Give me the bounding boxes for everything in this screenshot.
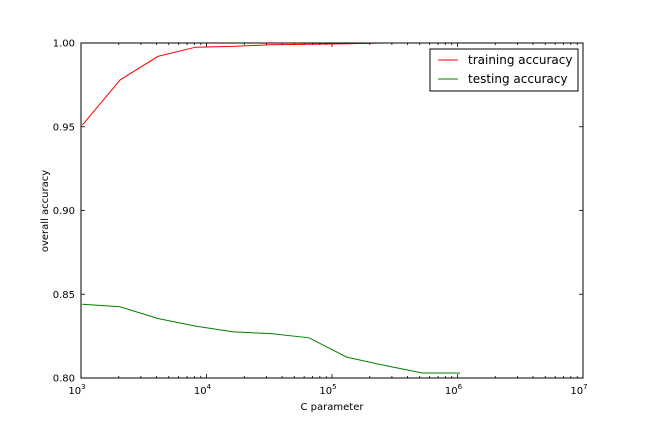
x-tick-label-exponent: 7 xyxy=(583,383,587,391)
legend-label: training accuracy xyxy=(468,53,572,67)
y-tick-label: 0.80 xyxy=(53,374,75,385)
y-axis-label: overall accuracy xyxy=(40,170,51,252)
y-tick-label: 0.90 xyxy=(53,206,75,217)
x-tick-label-exponent: 6 xyxy=(458,383,463,391)
y-tick-label: 0.95 xyxy=(53,122,75,133)
x-tick-label-base: 10 xyxy=(319,386,332,397)
plot-frame xyxy=(80,42,584,379)
x-tick-label: 106 xyxy=(445,383,463,397)
x-tick-label: 104 xyxy=(194,383,212,397)
x-tick-label-base: 10 xyxy=(68,386,81,397)
legend-label: testing accuracy xyxy=(468,72,568,86)
x-tick-label-base: 10 xyxy=(194,386,207,397)
x-tick-label-exponent: 4 xyxy=(207,383,212,391)
x-tick-label: 107 xyxy=(570,383,587,397)
y-tick-label: 1.00 xyxy=(53,39,75,50)
legend: training accuracy testing accuracy xyxy=(429,48,579,92)
x-tick-labels: 103 104 105 106 107 xyxy=(68,383,587,397)
x-axis-label: C parameter xyxy=(301,402,365,413)
x-tick-label-exponent: 3 xyxy=(81,383,85,391)
plot-area xyxy=(81,43,583,378)
y-tick-label: 0.85 xyxy=(53,290,75,301)
x-tick-label: 103 xyxy=(68,383,85,397)
legend-box xyxy=(429,48,579,92)
x-tick-label-base: 10 xyxy=(445,386,458,397)
y-tick-labels: 0.80 0.85 0.90 0.95 1.00 xyxy=(53,39,75,385)
x-tick-label-exponent: 5 xyxy=(332,383,336,391)
series-line-testing-accuracy xyxy=(82,303,461,374)
x-tick-label-base: 10 xyxy=(570,386,583,397)
x-tick-label: 105 xyxy=(319,383,336,397)
